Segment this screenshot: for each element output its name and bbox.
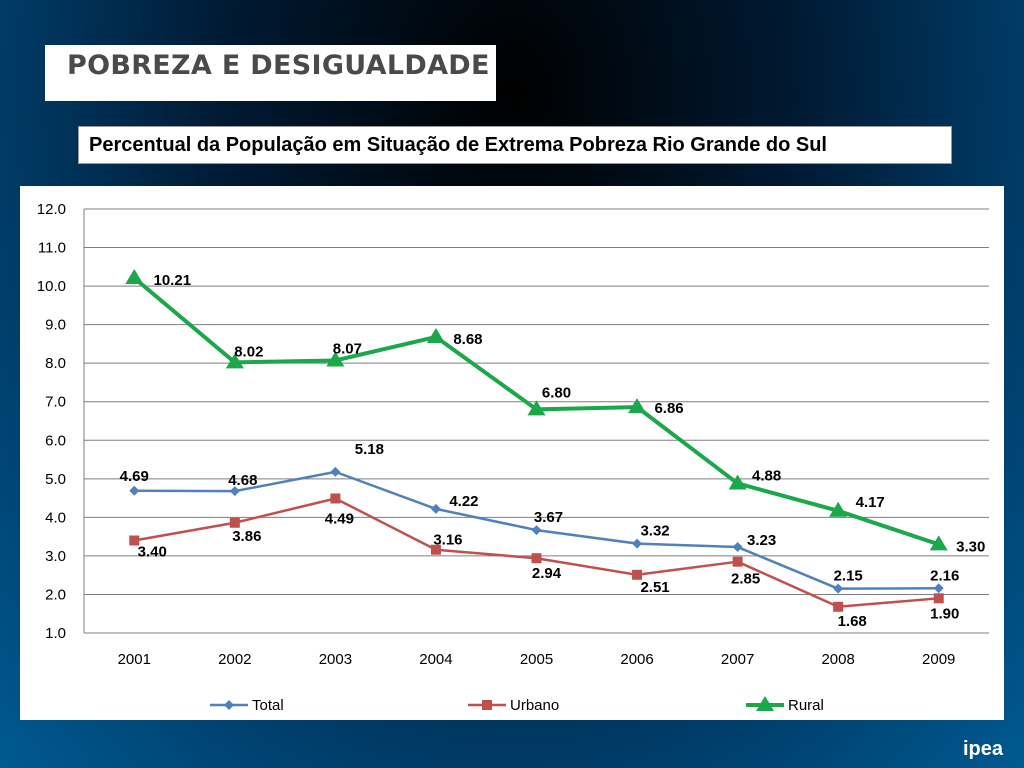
data-point-urbano — [330, 493, 341, 504]
x-tick-label: 2005 — [520, 651, 553, 668]
data-point-urbano — [833, 601, 844, 612]
data-point-rural — [929, 535, 948, 551]
data-label-rural: 10.21 — [154, 272, 192, 289]
chart-title: Percentual da População em Situação de E… — [89, 134, 827, 156]
data-point-total — [129, 485, 140, 496]
data-label-rural: 8.07 — [333, 340, 362, 357]
data-point-total — [229, 486, 240, 497]
data-label-total: 4.22 — [449, 493, 478, 510]
data-label-urbano: 2.94 — [532, 565, 562, 582]
data-label-rural: 3.30 — [956, 538, 985, 555]
legend-label-total: Total — [252, 697, 284, 714]
data-point-rural — [527, 400, 546, 416]
data-point-urbano — [229, 517, 240, 528]
data-label-urbano: 1.90 — [930, 605, 959, 622]
legend-label-rural: Rural — [788, 697, 824, 714]
data-label-urbano: 4.49 — [325, 510, 354, 527]
data-label-total: 3.32 — [640, 523, 669, 540]
data-point-rural — [829, 501, 848, 517]
data-label-total: 5.18 — [355, 441, 384, 458]
y-tick-label: 5.0 — [45, 471, 66, 488]
data-point-total — [531, 525, 542, 536]
y-tick-label: 4.0 — [45, 509, 66, 526]
data-label-rural: 6.80 — [542, 384, 571, 401]
legend-marker-urbano — [482, 700, 492, 710]
data-point-urbano — [531, 553, 542, 564]
data-label-rural: 8.68 — [453, 331, 482, 348]
data-label-total: 2.16 — [930, 567, 959, 584]
line-chart: 1.0 2.0 3.0 4.0 5.0 6.0 7.0 8.0 9.0 10.0 11.0 12.0 2… — [37, 201, 989, 714]
x-tick-label: 2008 — [821, 651, 854, 668]
data-point-total — [430, 503, 441, 514]
y-tick-label: 10.0 — [37, 278, 66, 295]
x-tick-label: 2007 — [721, 651, 754, 668]
data-label-total: 3.67 — [534, 509, 563, 526]
legend-marker-rural — [756, 696, 774, 711]
data-point-total — [833, 583, 844, 594]
data-point-rural — [426, 327, 445, 343]
data-point-total — [632, 538, 643, 549]
y-tick-label: 9.0 — [45, 317, 66, 334]
chart-title-box: Percentual da População em Situação de E… — [78, 126, 952, 164]
data-point-total — [933, 583, 944, 594]
legend-label-urbano: Urbano — [510, 697, 559, 714]
data-point-rural — [728, 474, 747, 490]
data-label-total: 3.23 — [747, 532, 776, 549]
y-tick-label: 7.0 — [45, 394, 66, 411]
data-label-total: 4.69 — [120, 468, 149, 485]
x-tick-label: 2009 — [922, 651, 955, 668]
data-label-urbano: 3.40 — [138, 543, 167, 560]
data-label-urbano: 2.85 — [731, 571, 760, 588]
data-point-rural — [628, 398, 647, 414]
data-point-urbano — [129, 535, 140, 546]
data-label-total: 2.15 — [834, 568, 863, 585]
data-label-rural: 4.88 — [752, 467, 781, 484]
data-label-urbano: 2.51 — [640, 579, 669, 596]
data-label-urbano: 1.68 — [838, 613, 867, 630]
legend-marker-total — [224, 700, 234, 710]
data-point-rural — [326, 351, 345, 367]
data-label-rural: 4.17 — [856, 494, 885, 511]
y-tick-label: 11.0 — [38, 240, 66, 257]
data-point-rural — [225, 353, 244, 369]
y-tick-label: 3.0 — [45, 548, 66, 565]
x-tick-label: 2001 — [118, 651, 151, 668]
data-label-total: 4.68 — [228, 472, 257, 489]
data-point-urbano — [933, 593, 944, 604]
y-tick-label: 1.0 — [45, 625, 66, 642]
y-tick-label: 8.0 — [45, 355, 66, 372]
data-label-rural: 8.02 — [234, 343, 263, 360]
y-tick-label: 12.0 — [37, 201, 66, 218]
data-point-total — [732, 542, 743, 553]
chart-panel: 1.0 2.0 3.0 4.0 5.0 6.0 7.0 8.0 9.0 10.0 11.0 12.0 2… — [20, 186, 1004, 720]
x-tick-label: 2002 — [218, 651, 251, 668]
data-point-urbano — [732, 556, 743, 567]
page-title: POBREZA E DESIGUALDADE — [67, 50, 490, 81]
data-point-urbano — [430, 544, 441, 555]
y-tick-label: 6.0 — [45, 432, 66, 449]
ipea-logo: ipea — [963, 738, 1004, 760]
x-tick-label: 2006 — [620, 651, 653, 668]
data-point-urbano — [632, 569, 643, 580]
data-label-rural: 6.86 — [654, 400, 683, 417]
data-label-urbano: 3.16 — [433, 532, 462, 549]
x-tick-label: 2004 — [419, 651, 452, 668]
x-tick-label: 2003 — [319, 651, 352, 668]
data-point-total — [330, 466, 341, 477]
data-label-urbano: 3.86 — [232, 528, 261, 545]
data-point-rural — [125, 268, 144, 284]
title-box: POBREZA E DESIGUALDADE — [45, 45, 496, 101]
y-tick-label: 2.0 — [45, 586, 66, 603]
